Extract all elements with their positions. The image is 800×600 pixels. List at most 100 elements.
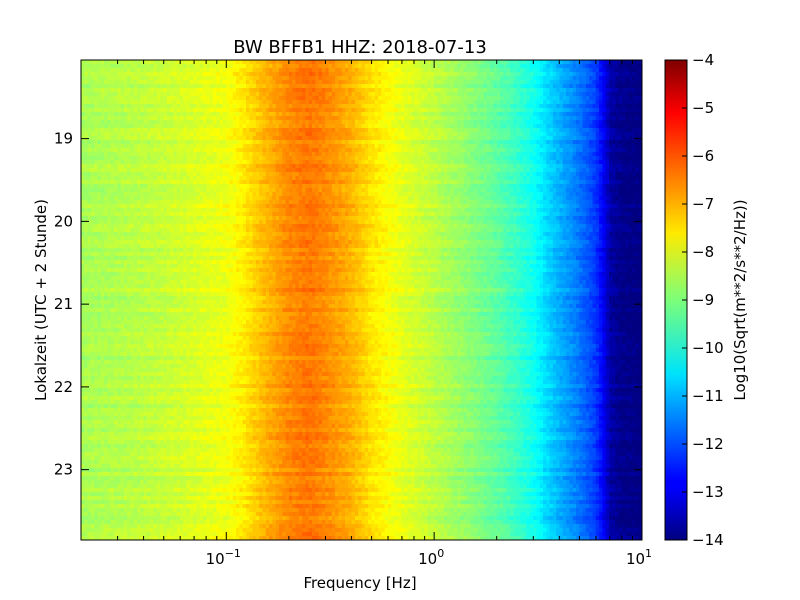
heatmap-cell [94, 180, 99, 185]
heatmap-cell [84, 472, 89, 477]
heatmap-cell [90, 516, 95, 521]
heatmap-cell [84, 448, 89, 453]
heatmap-cell [84, 116, 89, 121]
heatmap-cell [100, 168, 105, 173]
heatmap-cell [81, 448, 85, 453]
heatmap-cell [94, 424, 99, 429]
heatmap-cell [84, 476, 89, 481]
heatmap-cell [81, 128, 85, 133]
heatmap-cell [94, 212, 99, 217]
heatmap-cell [97, 156, 102, 161]
heatmap-cell [87, 132, 92, 137]
heatmap-cell [94, 364, 99, 369]
heatmap-cell [81, 100, 85, 105]
heatmap-cell [87, 280, 92, 285]
heatmap-cell [87, 500, 92, 505]
heatmap-cell [84, 232, 89, 237]
heatmap-cell [100, 148, 105, 153]
heatmap-cell [84, 144, 89, 149]
heatmap-cell [84, 184, 89, 189]
heatmap-cell [94, 140, 99, 145]
heatmap-cell [81, 104, 85, 109]
heatmap-cell [87, 332, 92, 337]
heatmap-cell [87, 392, 92, 397]
heatmap-cell [97, 244, 102, 249]
heatmap-cell [97, 128, 102, 133]
heatmap-cell [87, 256, 92, 261]
heatmap-cell [104, 384, 108, 389]
heatmap-cell [84, 440, 89, 445]
heatmap-cell [87, 352, 92, 357]
heatmap-cell [90, 480, 95, 485]
heatmap-cell [90, 536, 95, 540]
heatmap-cell [97, 456, 102, 461]
heatmap-cell [104, 116, 108, 121]
heatmap-cell [100, 252, 105, 257]
heatmap-cell [94, 328, 99, 333]
heatmap-cell [90, 376, 95, 381]
heatmap-cell [100, 496, 105, 501]
heatmap-cell [97, 292, 102, 297]
heatmap-cell [97, 180, 102, 185]
heatmap-cell [81, 428, 85, 433]
heatmap-cell [100, 248, 105, 253]
heatmap-cell [104, 216, 108, 221]
heatmap-cell [104, 288, 108, 293]
heatmap-cell [104, 184, 108, 189]
heatmap-cell [100, 120, 105, 125]
heatmap-cell [81, 260, 85, 265]
heatmap-cell [84, 416, 89, 421]
heatmap-cell [81, 344, 85, 349]
heatmap-cell [87, 92, 92, 97]
heatmap-cell [94, 68, 99, 73]
heatmap-cell [90, 148, 95, 153]
heatmap-cell [100, 360, 105, 365]
heatmap-cell [81, 436, 85, 441]
heatmap-cell [94, 252, 99, 257]
heatmap-cell [81, 316, 85, 321]
heatmap-cell [94, 336, 99, 341]
heatmap-cell [94, 484, 99, 489]
heatmap-cell [97, 360, 102, 365]
heatmap-cell [84, 192, 89, 197]
heatmap-cell [87, 336, 92, 341]
heatmap-cell [84, 152, 89, 157]
heatmap-cell [97, 512, 102, 517]
heatmap-cell [100, 364, 105, 369]
heatmap-cell [94, 116, 99, 121]
heatmap-cell [104, 324, 108, 329]
heatmap-cell [87, 228, 92, 233]
heatmap-cell [100, 468, 105, 473]
heatmap-cell [81, 192, 85, 197]
heatmap-cell [87, 364, 92, 369]
heatmap-cell [87, 216, 92, 221]
heatmap-cell [81, 92, 85, 97]
heatmap-cell [84, 132, 89, 137]
heatmap-cell [90, 100, 95, 105]
heatmap-cell [100, 448, 105, 453]
heatmap-cell [87, 320, 92, 325]
heatmap-cell [87, 96, 92, 101]
heatmap-cell [97, 188, 102, 193]
heatmap-cell [94, 268, 99, 273]
heatmap-cell [97, 140, 102, 145]
heatmap-cell [97, 316, 102, 321]
heatmap-cell [100, 508, 105, 513]
heatmap-cell [94, 296, 99, 301]
heatmap-cell [97, 212, 102, 217]
heatmap-cell [104, 152, 108, 157]
heatmap-cell [84, 360, 89, 365]
heatmap-cell [94, 332, 99, 337]
heatmap-cell [100, 272, 105, 277]
heatmap-cell [94, 468, 99, 473]
heatmap-cell [90, 408, 95, 413]
heatmap-cell [90, 200, 95, 205]
heatmap-cell [90, 300, 95, 305]
heatmap-cell [87, 536, 92, 540]
heatmap-cell [90, 228, 95, 233]
heatmap-cell [81, 292, 85, 297]
heatmap-cell [81, 372, 85, 377]
heatmap-cell [84, 432, 89, 437]
heatmap-cell [97, 108, 102, 113]
heatmap-cell [100, 92, 105, 97]
